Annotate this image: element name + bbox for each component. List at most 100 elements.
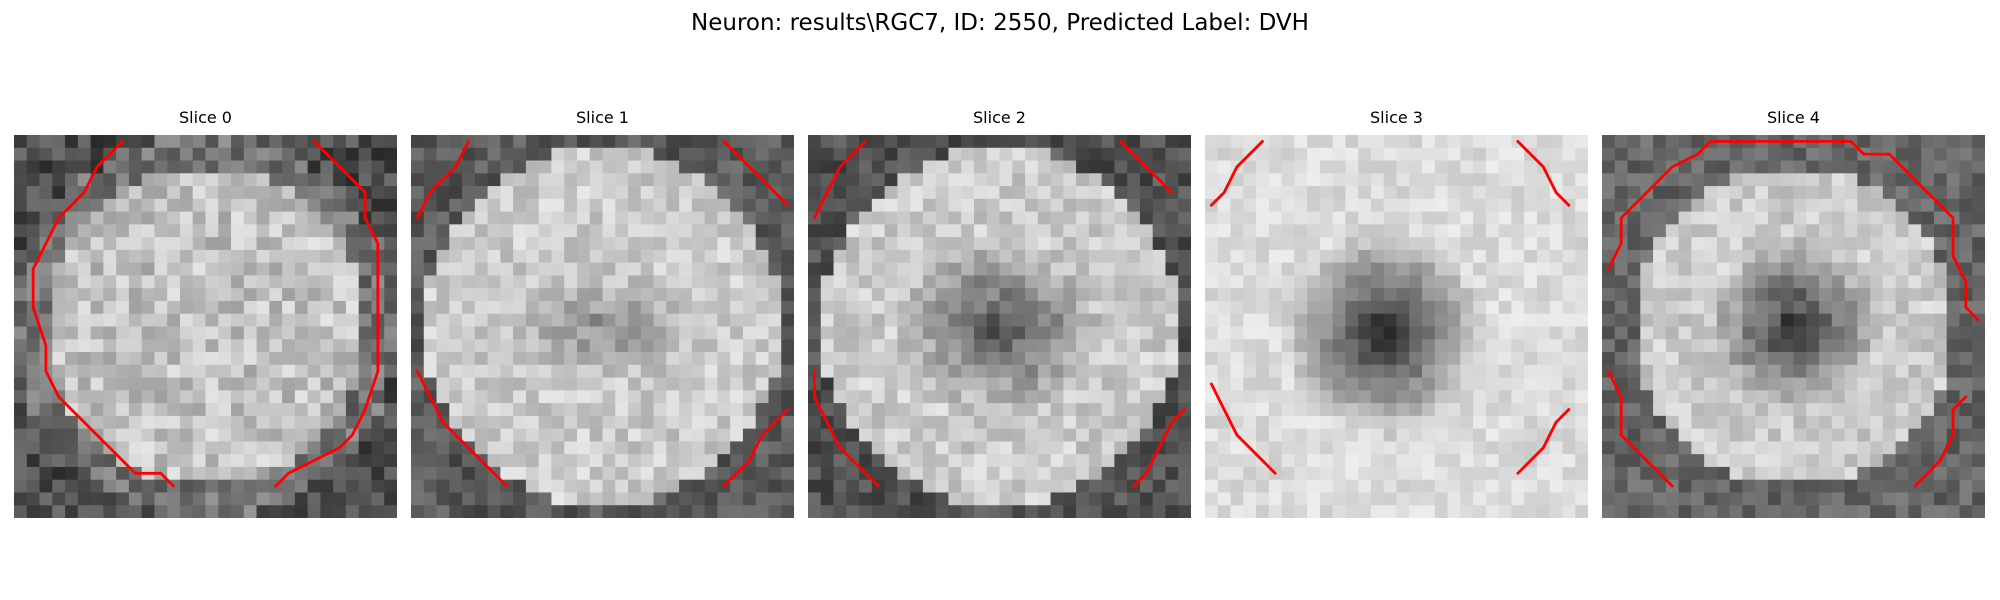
pixel [1511, 275, 1525, 289]
pixel [1627, 390, 1641, 404]
pixel [474, 186, 489, 200]
pixel [333, 313, 347, 328]
pixel [628, 224, 642, 238]
pixel [1524, 415, 1538, 430]
pixel [474, 505, 489, 518]
pixel [564, 479, 578, 493]
pixel [1536, 275, 1551, 289]
pixel [986, 364, 1001, 379]
pixel [1844, 428, 1858, 442]
pixel [231, 147, 245, 162]
pixel [704, 326, 718, 340]
pixel [1536, 147, 1551, 162]
pixel [371, 492, 385, 506]
pixel [449, 479, 463, 493]
pixel [1653, 428, 1667, 442]
pixel [294, 479, 309, 493]
pixel [1076, 275, 1090, 289]
pixel [666, 300, 680, 315]
pixel [666, 224, 680, 238]
pixel [564, 249, 578, 264]
pixel [1178, 160, 1191, 174]
pixel [910, 390, 924, 404]
pixel [1908, 300, 1922, 315]
pixel [1025, 339, 1039, 353]
pixel [179, 352, 194, 366]
pixel [538, 160, 552, 174]
pixel [243, 505, 258, 518]
pixel [500, 211, 514, 225]
pixel [1383, 173, 1398, 187]
pixel [640, 237, 655, 251]
pixel [1819, 364, 1833, 379]
pixel [14, 249, 28, 264]
pixel [808, 173, 822, 187]
pixel [1127, 237, 1141, 251]
pixel [1345, 288, 1359, 302]
pixel [141, 186, 155, 200]
pixel [1806, 300, 1820, 315]
pixel [846, 135, 860, 149]
pixel [628, 428, 642, 442]
pixel [1498, 415, 1512, 430]
pixel [179, 313, 194, 328]
pixel [679, 160, 693, 174]
pixel [1076, 428, 1090, 442]
pixel [1409, 147, 1423, 162]
pixel [781, 224, 794, 238]
pixel [1447, 377, 1461, 391]
pixel [14, 352, 28, 366]
pixel [371, 505, 385, 518]
pixel [691, 237, 706, 251]
pixel [1063, 505, 1077, 518]
pixel [462, 288, 476, 302]
pixel [704, 339, 718, 353]
pixel [973, 364, 988, 379]
pixel [333, 198, 347, 213]
pixel [1294, 339, 1308, 353]
pixel [602, 466, 616, 481]
pixel [1946, 454, 1960, 468]
pixel [1793, 249, 1807, 264]
pixel [103, 275, 117, 289]
pixel [717, 454, 731, 468]
pixel [1088, 428, 1103, 442]
pixel [167, 186, 181, 200]
pixel [1037, 186, 1052, 200]
pixel [294, 249, 309, 264]
pixel [897, 454, 911, 468]
pixel [141, 313, 155, 328]
pixel [1447, 135, 1461, 149]
pixel [525, 313, 540, 328]
pixel [1921, 479, 1935, 493]
pixel [1165, 262, 1179, 276]
pixel [1895, 441, 1909, 455]
pixel [205, 249, 219, 264]
pixel [500, 415, 514, 430]
pixel [1895, 173, 1909, 187]
pixel [1076, 479, 1090, 493]
pixel [973, 198, 988, 213]
pixel [167, 415, 181, 430]
pixel [1345, 249, 1359, 264]
pixel [538, 428, 552, 442]
pixel [833, 339, 847, 353]
pixel [384, 377, 397, 391]
pixel [1127, 288, 1141, 302]
pixel [1562, 160, 1576, 174]
pixel [948, 479, 962, 493]
pixel [910, 339, 924, 353]
pixel [192, 147, 207, 162]
pixel [1268, 403, 1283, 417]
pixel [1268, 186, 1283, 200]
pixel [1063, 339, 1077, 353]
pixel [589, 160, 604, 174]
pixel [218, 441, 232, 455]
pixel [282, 428, 296, 442]
pixel [1281, 454, 1295, 468]
pixel [768, 466, 782, 481]
pixel [1485, 147, 1500, 162]
pixel [525, 249, 540, 264]
pixel [948, 237, 962, 251]
pixel [52, 352, 66, 366]
